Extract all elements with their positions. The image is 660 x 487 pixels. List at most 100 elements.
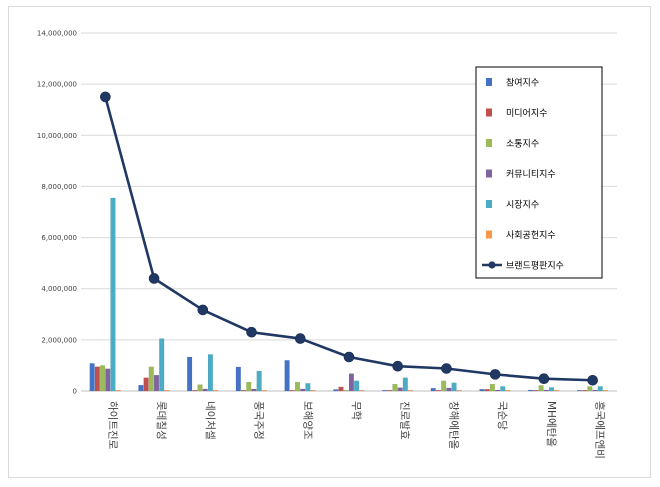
bar bbox=[305, 383, 311, 392]
bar bbox=[261, 390, 267, 392]
bar bbox=[213, 390, 219, 392]
legend-swatch bbox=[486, 230, 492, 239]
bar bbox=[576, 390, 582, 392]
legend-label: 브랜드평판지수 bbox=[506, 261, 564, 272]
bar bbox=[528, 389, 534, 392]
y-axis-ticks: 0 2,000,000 4,000,000 6,000,000 8,000,000 10,… bbox=[37, 30, 77, 396]
chart-frame: 0 2,000,000 4,000,000 6,000,000 8,000,000 10,… bbox=[8, 6, 651, 478]
bar bbox=[235, 366, 241, 392]
legend-label: 사회공헌지수 bbox=[506, 230, 556, 241]
line-point bbox=[489, 369, 501, 380]
bar bbox=[392, 383, 398, 392]
bar bbox=[479, 389, 485, 392]
x-axis-labels: 하이트진로 롯데칠성 네이처셀 풍국주정 보해양조 무학 진로발효 창해에탄올 국순당 MH에탄올… bbox=[106, 401, 606, 459]
x-tick-label: 창해에탄올 bbox=[447, 401, 460, 450]
legend-swatch bbox=[486, 78, 492, 86]
bar bbox=[246, 381, 252, 392]
x-tick-label: 진로발효 bbox=[399, 401, 411, 440]
legend-swatch bbox=[486, 200, 492, 208]
line-point bbox=[441, 363, 452, 374]
bar bbox=[110, 197, 116, 392]
bar bbox=[587, 386, 593, 392]
bar bbox=[100, 365, 106, 392]
bar bbox=[451, 382, 457, 392]
bar bbox=[354, 380, 360, 392]
line-point bbox=[294, 333, 306, 344]
x-tick-label: 국순당 bbox=[496, 401, 508, 430]
bar bbox=[554, 390, 560, 392]
bar bbox=[495, 389, 501, 392]
bar bbox=[500, 386, 506, 392]
bar bbox=[94, 366, 100, 392]
bar bbox=[338, 386, 344, 392]
y-tick-label: 2,000,000 bbox=[41, 336, 77, 344]
chart-svg: 0 2,000,000 4,000,000 6,000,000 8,000,000 10,… bbox=[37, 30, 617, 459]
bar bbox=[359, 390, 365, 392]
legend-swatch bbox=[486, 139, 492, 147]
bar bbox=[343, 390, 349, 392]
line-point bbox=[538, 373, 550, 385]
y-tick-label: 6,000,000 bbox=[41, 234, 77, 242]
bar bbox=[538, 385, 544, 392]
y-tick-label: 10,000,000 bbox=[37, 132, 77, 140]
bar bbox=[407, 390, 414, 392]
bar bbox=[207, 354, 213, 392]
line-point bbox=[343, 351, 355, 363]
y-tick-label: 14,000,000 bbox=[37, 30, 77, 38]
bar bbox=[441, 380, 447, 392]
bar bbox=[240, 390, 247, 392]
bar bbox=[381, 390, 388, 392]
bar bbox=[397, 387, 403, 392]
bar bbox=[348, 373, 354, 392]
legend-label: 미디어지수 bbox=[506, 108, 547, 119]
x-tick-label: MH에탄올 bbox=[545, 401, 557, 447]
legend-label: 커뮤니티지수 bbox=[506, 169, 556, 180]
line-series bbox=[100, 91, 598, 386]
x-tick-label: 흥국에프엔비 bbox=[594, 401, 607, 459]
bar bbox=[446, 387, 452, 392]
legend-box bbox=[475, 66, 603, 279]
bar bbox=[197, 384, 203, 392]
bar bbox=[333, 389, 339, 392]
line-point bbox=[148, 273, 160, 284]
x-tick-label: 롯데칠성 bbox=[155, 401, 167, 440]
bar bbox=[597, 386, 603, 392]
bar-series bbox=[89, 197, 608, 392]
bar bbox=[592, 389, 598, 392]
y-tick-label: 8,000,000 bbox=[41, 183, 77, 191]
bar bbox=[148, 366, 154, 392]
bar bbox=[89, 363, 95, 392]
bar bbox=[548, 387, 555, 392]
bar bbox=[456, 390, 462, 392]
bar bbox=[387, 390, 393, 392]
legend-label: 참여지수 bbox=[506, 77, 539, 89]
line-point bbox=[392, 360, 404, 372]
line-point bbox=[100, 91, 111, 103]
bar bbox=[300, 388, 306, 392]
bar bbox=[105, 368, 111, 392]
bar bbox=[543, 389, 549, 392]
bar bbox=[484, 389, 490, 392]
x-tick-label: 풍국주정 bbox=[253, 401, 265, 440]
bar bbox=[202, 388, 208, 392]
line-point bbox=[587, 374, 598, 386]
bar bbox=[256, 370, 262, 392]
bar bbox=[187, 356, 193, 392]
bar bbox=[430, 388, 436, 392]
legend-label: 시장지수 bbox=[506, 200, 539, 211]
y-tick-label: 0 bbox=[73, 388, 77, 396]
x-tick-label: 무학 bbox=[350, 401, 362, 421]
bar bbox=[402, 377, 408, 392]
x-tick-label: 하이트진로 bbox=[106, 401, 119, 450]
bar bbox=[582, 390, 588, 392]
bar bbox=[310, 390, 316, 392]
x-tick-label: 보해양조 bbox=[301, 401, 314, 440]
line-point bbox=[197, 304, 209, 316]
bar bbox=[164, 390, 170, 392]
line-point bbox=[246, 326, 257, 338]
bar bbox=[602, 390, 608, 392]
legend-label: 소통지수 bbox=[506, 139, 539, 150]
bar bbox=[153, 374, 160, 392]
bar bbox=[435, 390, 442, 392]
